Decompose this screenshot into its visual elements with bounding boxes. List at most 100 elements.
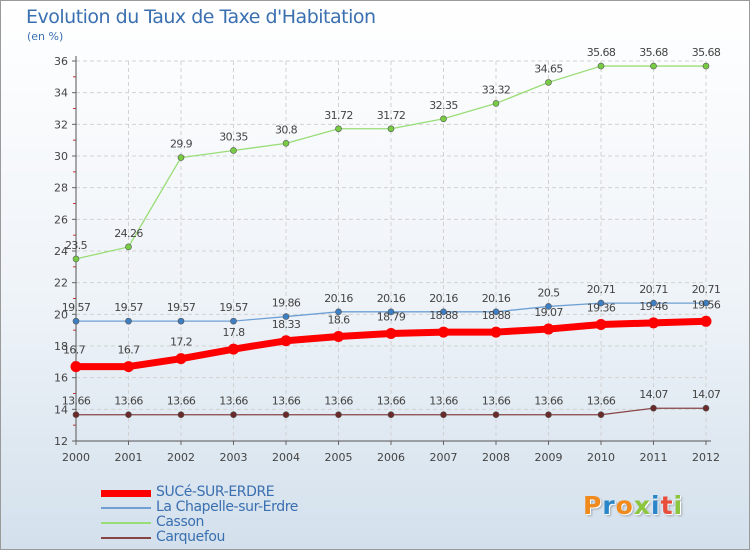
legend-label: Carquefou xyxy=(156,529,226,545)
data-label: 18.79 xyxy=(377,310,406,323)
legend-label: Casson xyxy=(156,514,204,530)
data-point xyxy=(702,62,710,70)
y-tick-label: 18 xyxy=(54,340,68,353)
data-label: 32.35 xyxy=(429,99,458,112)
x-tick-label: 2011 xyxy=(640,451,668,464)
data-label: 16.7 xyxy=(117,344,140,357)
data-point xyxy=(175,353,187,365)
chart-title: Evolution du Taux de Taxe d'Habitation xyxy=(26,6,376,28)
data-label: 13.66 xyxy=(167,395,196,408)
data-point xyxy=(177,317,185,325)
data-point xyxy=(545,411,552,419)
data-label: 31.72 xyxy=(324,109,353,122)
data-label: 29.9 xyxy=(170,138,193,151)
data-point xyxy=(230,147,237,154)
legend-item: Casson xyxy=(101,514,401,530)
data-point xyxy=(335,308,342,316)
data-point xyxy=(440,115,447,123)
proxiti-logo: Proxiti xyxy=(583,491,684,520)
data-point xyxy=(490,326,502,338)
legend-item: SUCé-SUR-ERDRE xyxy=(101,484,401,500)
data-label: 30.35 xyxy=(219,130,248,143)
data-point xyxy=(230,317,237,325)
y-tick-label: 24 xyxy=(54,245,68,258)
data-label: 33.32 xyxy=(482,83,511,96)
data-label: 19.36 xyxy=(587,301,616,314)
data-point xyxy=(72,411,80,419)
data-point xyxy=(387,411,395,419)
data-label: 13.66 xyxy=(62,395,91,408)
x-tick-label: 2001 xyxy=(115,451,143,464)
data-label: 23.5 xyxy=(65,239,88,252)
data-point xyxy=(650,299,657,307)
x-tick-label: 2005 xyxy=(325,451,353,464)
data-label: 17.2 xyxy=(170,336,192,349)
legend: SUCé-SUR-ERDRE La Chapelle-sur-Erdre Casso… xyxy=(101,484,401,545)
legend-label: SUCé-SUR-ERDRE xyxy=(156,484,275,500)
data-point xyxy=(282,140,290,147)
data-point xyxy=(492,308,500,316)
legend-item: Carquefou xyxy=(101,529,401,545)
x-tick-label: 2004 xyxy=(272,451,300,464)
y-tick-label: 32 xyxy=(54,118,68,131)
data-label: 13.66 xyxy=(114,395,143,408)
data-label: 13.66 xyxy=(587,395,616,408)
data-label: 18.33 xyxy=(272,318,301,331)
y-tick-label: 20 xyxy=(54,308,68,321)
data-point xyxy=(597,299,605,307)
data-label: 20.5 xyxy=(537,286,560,299)
x-tick-label: 2000 xyxy=(62,451,90,464)
data-point xyxy=(545,303,552,310)
legend-item: La Chapelle-sur-Erdre xyxy=(101,499,401,515)
data-label: 18.88 xyxy=(482,309,511,322)
data-label: 13.66 xyxy=(429,395,458,408)
data-label: 30.8 xyxy=(275,123,298,136)
y-tick-label: 12 xyxy=(54,435,68,448)
chart-subtitle: (en %) xyxy=(27,30,64,43)
data-label: 13.66 xyxy=(534,395,563,408)
data-label: 20.16 xyxy=(429,292,458,305)
data-label: 19.46 xyxy=(639,300,668,313)
x-tick-label: 2003 xyxy=(220,451,248,464)
y-tick-label: 30 xyxy=(54,150,68,163)
data-point xyxy=(387,125,395,133)
x-tick-label: 2010 xyxy=(587,451,615,464)
data-point xyxy=(650,62,657,70)
y-tick-label: 36 xyxy=(54,55,68,68)
y-tick-label: 28 xyxy=(54,182,68,195)
data-point xyxy=(440,411,447,419)
data-labels: 16.7 16.7 17.2 17.8 18.33 18.6 18.79 18.88 18.88… xyxy=(62,46,722,408)
data-point xyxy=(230,411,237,419)
data-label: 19.57 xyxy=(114,301,143,314)
data-label: 13.66 xyxy=(324,395,353,408)
y-tick-label: 16 xyxy=(54,372,68,385)
legend-swatch xyxy=(101,507,151,509)
data-label: 20.16 xyxy=(324,292,353,305)
data-label: 19.57 xyxy=(167,301,196,314)
data-label: 13.66 xyxy=(272,395,301,408)
x-tick-label: 2008 xyxy=(482,451,510,464)
data-point xyxy=(177,154,185,161)
data-point xyxy=(123,361,134,373)
data-label: 31.72 xyxy=(377,109,406,122)
data-point xyxy=(700,315,712,327)
data-point xyxy=(387,308,395,316)
data-label: 17.8 xyxy=(222,326,245,339)
data-label: 34.65 xyxy=(534,62,563,75)
data-label: 13.66 xyxy=(219,395,248,408)
legend-swatch xyxy=(101,489,151,497)
data-label: 19.56 xyxy=(692,298,721,311)
data-label: 14.07 xyxy=(639,388,668,401)
data-point xyxy=(335,411,342,419)
data-point xyxy=(440,308,447,316)
data-point xyxy=(72,255,80,263)
data-point xyxy=(228,343,239,355)
data-point xyxy=(597,411,605,419)
data-label: 13.66 xyxy=(377,395,406,408)
data-label: 19.57 xyxy=(62,301,91,314)
x-tick-label: 2012 xyxy=(692,451,720,464)
data-label: 19.86 xyxy=(272,297,301,310)
data-label: 35.68 xyxy=(639,46,668,59)
data-point xyxy=(597,62,605,70)
data-point xyxy=(72,317,80,325)
